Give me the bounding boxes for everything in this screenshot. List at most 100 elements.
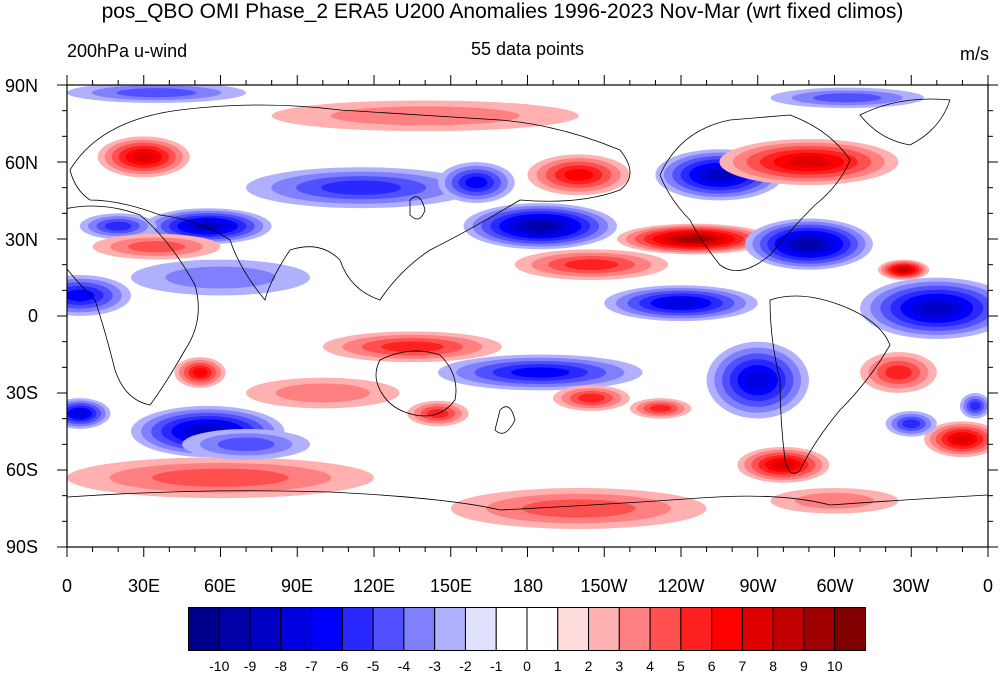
- lat-label-60n: 60N: [4, 153, 38, 173]
- anomaly-positive-27: [860, 352, 937, 393]
- anomaly-negative-23: [860, 277, 988, 339]
- anomaly-negative-6: [67, 398, 111, 429]
- colorbar-box: [434, 607, 466, 651]
- anomaly-negative-22: [604, 285, 758, 322]
- colorbar-tick-label: 7: [738, 658, 747, 674]
- anomaly-negative-15: [463, 203, 618, 250]
- coastlines: [67, 98, 988, 511]
- anomaly-positive-17: [719, 138, 899, 186]
- anomaly-positive-21: [877, 259, 930, 281]
- colorbar-box: [834, 607, 867, 651]
- colorbar: [188, 607, 867, 651]
- anomaly-positive-11: [271, 100, 579, 132]
- lat-label-0: 0: [27, 306, 38, 326]
- colorbar-tick-label: -6: [336, 658, 349, 674]
- colorbar-tick-label: 6: [707, 658, 716, 674]
- contour-band: [662, 298, 700, 308]
- contour-band: [885, 365, 912, 380]
- anomaly-positive-29: [553, 385, 630, 411]
- lon-label-180: 180: [512, 576, 544, 596]
- anomaly-positive-14: [527, 154, 630, 196]
- contour-band: [745, 370, 771, 390]
- lon-label-30w: 30W: [892, 576, 930, 596]
- colorbar-box: [680, 607, 713, 651]
- colorbar-box: [218, 607, 251, 651]
- contour-band: [116, 88, 197, 98]
- lon-label-0: 0: [61, 576, 72, 596]
- contour-band: [969, 401, 981, 411]
- anomaly-negative-26: [706, 341, 809, 419]
- anomaly-negative-25: [437, 354, 643, 391]
- lat-label-30s: 30S: [5, 383, 38, 403]
- lon-label-30e: 30E: [127, 576, 161, 596]
- colorbar-tick-label: -9: [243, 658, 257, 674]
- colorbar-box: [372, 607, 405, 651]
- contour-band: [381, 341, 444, 353]
- contour-band: [898, 267, 909, 272]
- contour-band: [649, 404, 672, 412]
- colorbar-box: [311, 607, 343, 651]
- lon-label-150e: 150E: [429, 576, 473, 596]
- contour-band: [578, 393, 605, 403]
- colorbar-tick-label: -1: [489, 658, 503, 674]
- colorbar-tick-label: -10: [209, 658, 230, 674]
- contour-band: [194, 222, 222, 230]
- colorbar-tick-label: 8: [769, 658, 778, 674]
- contour-band: [132, 151, 155, 162]
- colorbar-box: [280, 607, 313, 651]
- colorbar-tick-label: -3: [428, 658, 441, 674]
- contour-band: [192, 368, 208, 377]
- lon-label-120w: 120W: [657, 576, 705, 596]
- contour-band: [564, 168, 594, 181]
- anomaly-positive-19: [514, 249, 669, 281]
- anomaly-negative-2: [79, 213, 157, 239]
- contour-band: [797, 239, 821, 249]
- colorbar-tick-label: 1: [553, 658, 562, 674]
- contour-band: [128, 241, 185, 253]
- colorbar-box: [557, 607, 590, 651]
- colorbar-box: [249, 607, 282, 651]
- colorbar-box: [588, 607, 620, 651]
- colorbar-tick-label: 3: [615, 658, 624, 674]
- colorbar-box: [403, 607, 436, 651]
- contour-band: [72, 409, 88, 418]
- anomaly-negative-20: [744, 218, 873, 270]
- anomaly-negative-36: [885, 411, 937, 437]
- lon-label-60w: 60W: [816, 576, 854, 596]
- contour-band: [321, 180, 402, 195]
- colorbar-tick-label: -2: [459, 658, 472, 674]
- lon-label-90e: 90E: [280, 576, 314, 596]
- colorbar-tick-label: -5: [366, 658, 380, 674]
- colorbar-tick-label: 4: [646, 658, 654, 674]
- colorbar-box: [495, 607, 528, 651]
- contour-band: [152, 468, 289, 487]
- anomaly-negative-34: [67, 85, 247, 103]
- lat-label-30n: 30N: [4, 230, 38, 250]
- lat-label-90s: 90S: [5, 537, 38, 557]
- anomaly-negative-4: [67, 275, 131, 316]
- contour-band: [465, 176, 488, 189]
- lon-label-90w: 90W: [739, 576, 777, 596]
- colorbar-box: [772, 607, 805, 651]
- anomaly-positive-31: [737, 446, 830, 483]
- colorbar-tick-label: 0: [523, 658, 531, 674]
- subtitle-count: 55 data points: [470, 39, 585, 59]
- colorbar-box: [803, 607, 836, 651]
- contour-band: [330, 106, 520, 126]
- lon-label-0-east: 0: [982, 576, 993, 596]
- contour-band: [795, 492, 874, 509]
- colorbar-box: [649, 607, 682, 651]
- contour-band: [165, 266, 276, 289]
- anomaly-positive-38: [770, 488, 899, 514]
- lon-label-150w: 150W: [580, 576, 628, 596]
- contour-band: [953, 434, 972, 444]
- anomaly-negative-10: [182, 428, 311, 460]
- contour-band: [521, 499, 636, 518]
- contour-band: [564, 259, 619, 271]
- colorbar-box: [711, 607, 743, 651]
- contour-band: [217, 437, 275, 452]
- anomaly-positive-24: [322, 331, 502, 363]
- colorbar-tick-label: -7: [305, 658, 318, 674]
- contour-band: [275, 383, 371, 403]
- anomaly-positive-0: [97, 136, 190, 178]
